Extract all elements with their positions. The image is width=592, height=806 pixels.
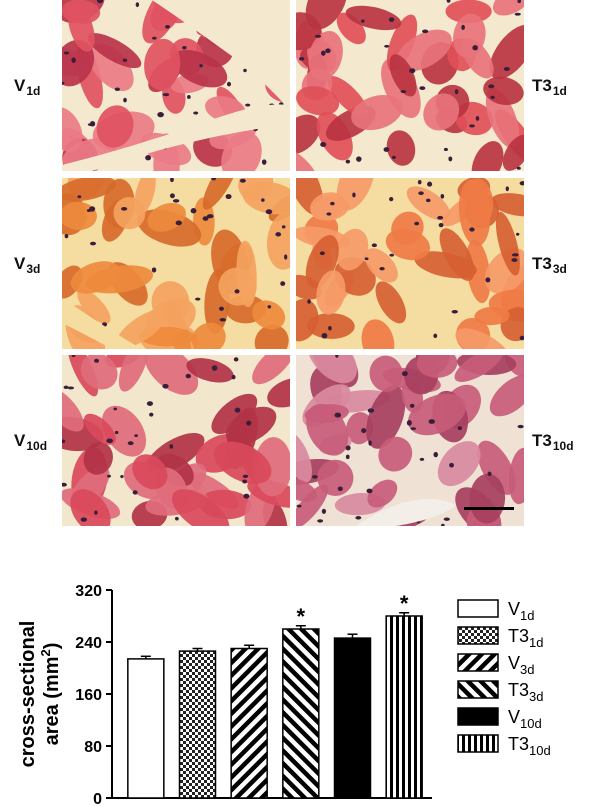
legend-label: T31d — [508, 626, 543, 650]
bar-V3d — [230, 647, 268, 799]
bar-T31d — [178, 650, 217, 799]
scale-bar — [464, 507, 514, 510]
legend-swatch — [457, 680, 499, 699]
bar-T310d — [385, 615, 423, 799]
legend-swatch — [457, 707, 499, 726]
bar-T33d — [282, 628, 320, 799]
legend-swatch — [457, 653, 499, 672]
micrograph-label: V1d — [14, 76, 41, 98]
micrograph-v-1d — [62, 0, 290, 171]
legend-label: V10d — [508, 707, 542, 731]
significance-marker: * — [400, 591, 409, 616]
y-tick-label: 0 — [93, 791, 102, 806]
y-axis-label: cross-sectional area (mm2) — [17, 621, 63, 768]
tissue-texture — [62, 178, 290, 349]
y-tick-label: 80 — [84, 739, 102, 756]
bar-V10d — [333, 637, 372, 799]
legend-swatch — [457, 626, 499, 645]
y-axis-label-line2: area (mm2) — [38, 643, 63, 746]
legend-label: T33d — [508, 680, 543, 704]
significance-marker: * — [297, 604, 306, 629]
legend-label: V1d — [508, 599, 534, 623]
micrograph-label: T31d — [532, 76, 567, 98]
micrograph-t3-3d — [296, 178, 524, 349]
y-tick-label: 160 — [75, 687, 102, 704]
legend-label: T310d — [508, 734, 551, 758]
tissue-texture — [296, 355, 524, 526]
bar-V1d — [127, 658, 165, 799]
legend-swatch — [457, 734, 499, 753]
micrograph-t3-1d — [296, 0, 524, 171]
y-tick-label: 320 — [75, 583, 102, 600]
legend-swatch — [457, 599, 499, 618]
micrograph-label: V3d — [14, 254, 41, 276]
tissue-texture — [296, 178, 524, 349]
micrograph-label: T33d — [532, 254, 567, 276]
tissue-texture — [62, 0, 290, 171]
micrograph-label: T310d — [532, 431, 574, 453]
tissue-texture — [62, 355, 290, 526]
tissue-texture — [296, 0, 524, 171]
chart-legend: V1d T31d V3d T33d V10d T310d — [457, 599, 551, 758]
y-tick-label: 240 — [75, 635, 102, 652]
legend-label: V3d — [508, 653, 534, 677]
micrograph-v-3d — [62, 178, 290, 349]
micrograph-v-10d — [62, 355, 290, 526]
y-axis-label-line1: cross-sectional — [17, 621, 39, 768]
micrograph-t3-10d — [296, 355, 524, 526]
micrograph-label: V10d — [14, 431, 48, 453]
